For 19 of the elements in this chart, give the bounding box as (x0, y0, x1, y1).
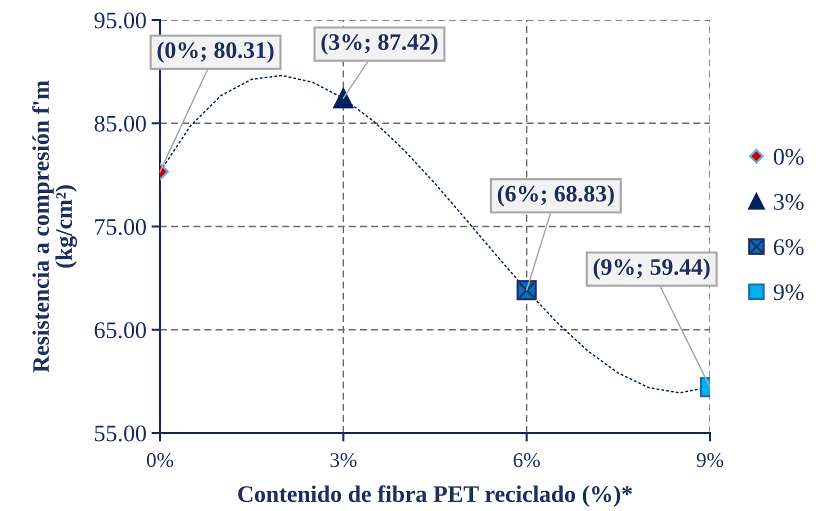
legend-label: 6% (774, 239, 804, 256)
x-tick-label: 0% (146, 453, 174, 468)
annotation: (6%; 68.83) (498, 185, 614, 206)
y-tick-label: 55.00 (95, 425, 146, 442)
y-axis-title: Resistencia a compresión f'm (kg/cm²) (32, 80, 78, 372)
legend-label: 0% (774, 148, 804, 165)
x-axis-title: Contenido de fibra PET reciclado (%)* (238, 485, 632, 507)
y-tick-label: 65.00 (94, 322, 146, 338)
legend-label: 9% (774, 284, 804, 300)
annotation: (9%; 59.44) (594, 258, 710, 280)
annotation: (3%; 87.42) (321, 33, 438, 55)
y-tick-label: 85.00 (94, 116, 146, 132)
x-tick-label: 9% (696, 453, 724, 468)
y-tick-label: 95.00 (94, 12, 146, 29)
y-tick-label: 75.00 (95, 218, 146, 236)
x-tick-label: 6% (514, 453, 540, 468)
annotation: (0%; 80.31) (158, 42, 274, 63)
legend-label: 3% (774, 194, 804, 210)
x-tick-label: 3% (330, 453, 357, 468)
